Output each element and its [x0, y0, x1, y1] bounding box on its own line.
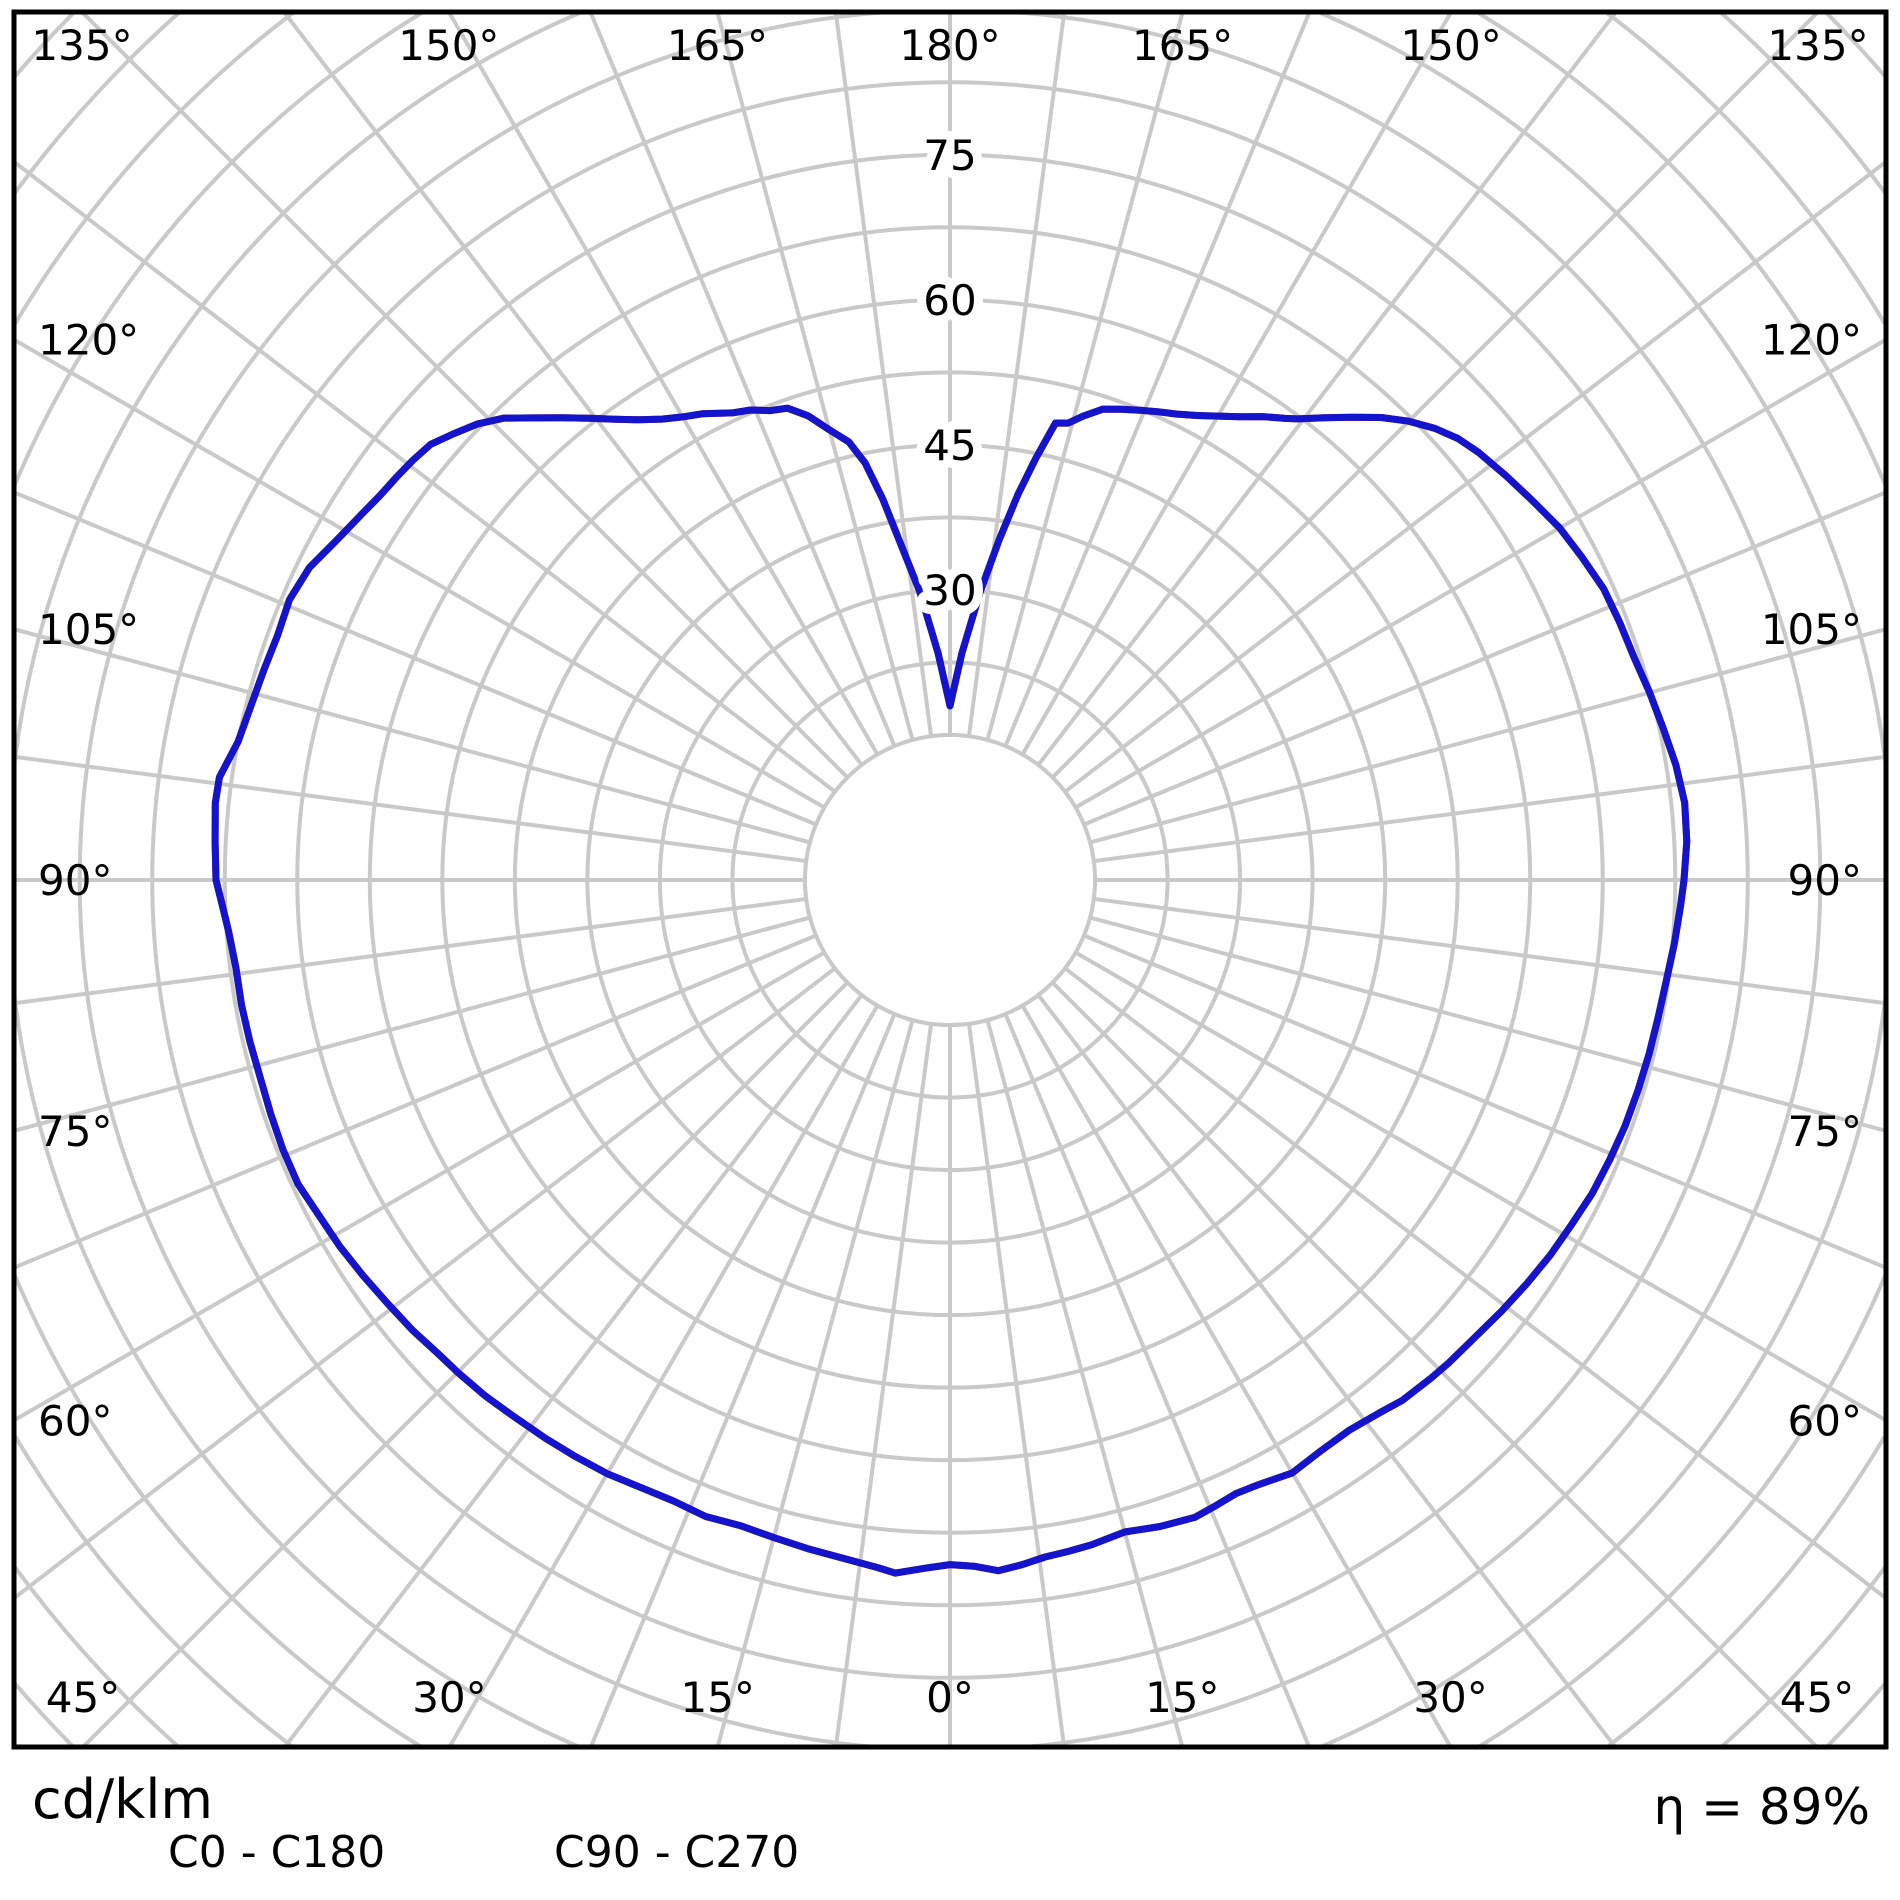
grid-spoke: [1074, 338, 1884, 810]
grid-spoke: [16, 933, 817, 1270]
angle-label: 75°: [1788, 1107, 1862, 1156]
polar-chart: 30 45 60 75 0° 15° 15° 30° 30° 45° 45° 60° 60° 75° 75°…: [11, 9, 1889, 1750]
angle-label: 165°: [1132, 21, 1233, 70]
grid-spoke: [985, 14, 1185, 741]
radial-tick-label: 75: [923, 131, 976, 180]
angle-label: 90°: [38, 856, 112, 905]
grid-spoke: [282, 14, 864, 767]
plot-area: [16, 14, 1884, 1745]
grid-spoke: [834, 1023, 934, 1745]
angle-label: 30°: [1413, 1673, 1487, 1722]
angle-label: 60°: [38, 1396, 112, 1445]
grid-spoke: [1093, 896, 1884, 1005]
grid-spoke: [589, 14, 897, 747]
grid-ring: [802, 732, 1098, 1028]
grid-spoke: [985, 1019, 1184, 1745]
angle-label: 180°: [899, 21, 1000, 70]
angle-label: 120°: [38, 316, 139, 365]
radial-tick-label: 60: [923, 276, 976, 325]
grid-spoke: [447, 14, 880, 756]
angle-label: 60°: [1788, 1396, 1862, 1445]
grid-spoke: [16, 338, 826, 810]
grid-spoke: [16, 966, 837, 1600]
legend-label-c90-c270: C90 - C270: [554, 1827, 800, 1878]
grid-spoke: [1074, 950, 1884, 1422]
angle-label: 165°: [667, 21, 768, 70]
angle-label: 135°: [31, 21, 132, 70]
grid-spoke: [1063, 966, 1884, 1600]
angle-label: 15°: [680, 1673, 754, 1722]
grid-spoke: [1036, 993, 1617, 1745]
grid-spoke: [1003, 1013, 1311, 1745]
grid-spoke: [1020, 14, 1453, 756]
angle-label: 45°: [1780, 1673, 1854, 1722]
angle-label: 30°: [412, 1673, 486, 1722]
grid-spoke: [16, 490, 817, 827]
grid-spoke: [1083, 490, 1884, 827]
grid-spoke: [1083, 933, 1884, 1270]
grid-spoke: [1093, 755, 1884, 864]
grid-spoke: [16, 160, 837, 794]
curve-c90-c270: [211, 404, 1691, 1577]
grid-spoke: [1003, 14, 1311, 747]
grid-spoke: [1036, 14, 1618, 767]
grid-spoke: [16, 896, 807, 1005]
angle-label: 90°: [1788, 856, 1862, 905]
grid-spoke: [283, 993, 864, 1745]
grid-spoke: [1063, 160, 1884, 794]
angle-label: 15°: [1145, 1673, 1219, 1722]
grid-spoke: [1051, 14, 1819, 779]
angle-label: 75°: [38, 1107, 112, 1156]
grid-spoke: [16, 915, 811, 1133]
angle-label: 150°: [398, 21, 499, 70]
angle-label: 0°: [926, 1673, 974, 1722]
grid-spoke: [589, 1013, 897, 1745]
grid-spoke: [1089, 627, 1884, 845]
grid-spoke: [1020, 1004, 1452, 1745]
grid-spoke: [833, 14, 934, 737]
angle-labels: 0° 15° 15° 30° 30° 45° 45° 60° 60° 75° 75° 90° 90° 10…: [31, 21, 1868, 1722]
grid-spoke: [716, 1019, 915, 1745]
grid-spoke: [715, 14, 915, 741]
grid-spoke: [16, 950, 826, 1422]
units-label: cd/klm: [32, 1768, 214, 1831]
angle-label: 105°: [1761, 605, 1862, 654]
radial-tick-labels: 30 45 60 75: [914, 122, 985, 624]
legend-label-c0-c180: C0 - C180: [168, 1827, 386, 1878]
grid-spoke: [448, 1004, 880, 1745]
angle-label: 105°: [38, 605, 139, 654]
angle-label: 120°: [1761, 316, 1862, 365]
efficiency-label: η = 89%: [1653, 1778, 1870, 1836]
grid-spoke: [966, 1023, 1066, 1745]
grid-spoke: [82, 981, 849, 1745]
grid-spoke: [16, 755, 807, 864]
angle-label: 135°: [1767, 21, 1868, 70]
grid-spoke: [1051, 981, 1818, 1745]
radial-tick-label: 45: [923, 421, 976, 470]
angle-label: 45°: [46, 1673, 120, 1722]
angle-label: 150°: [1401, 21, 1502, 70]
grid-spoke: [966, 14, 1067, 737]
radial-tick-label: 30: [923, 566, 976, 615]
grid-spoke: [16, 627, 811, 845]
grid-spoke: [1089, 915, 1884, 1133]
grid-spoke: [81, 14, 849, 779]
polar-grid-spokes: [16, 14, 1884, 1745]
plot-border: [11, 9, 1889, 1750]
